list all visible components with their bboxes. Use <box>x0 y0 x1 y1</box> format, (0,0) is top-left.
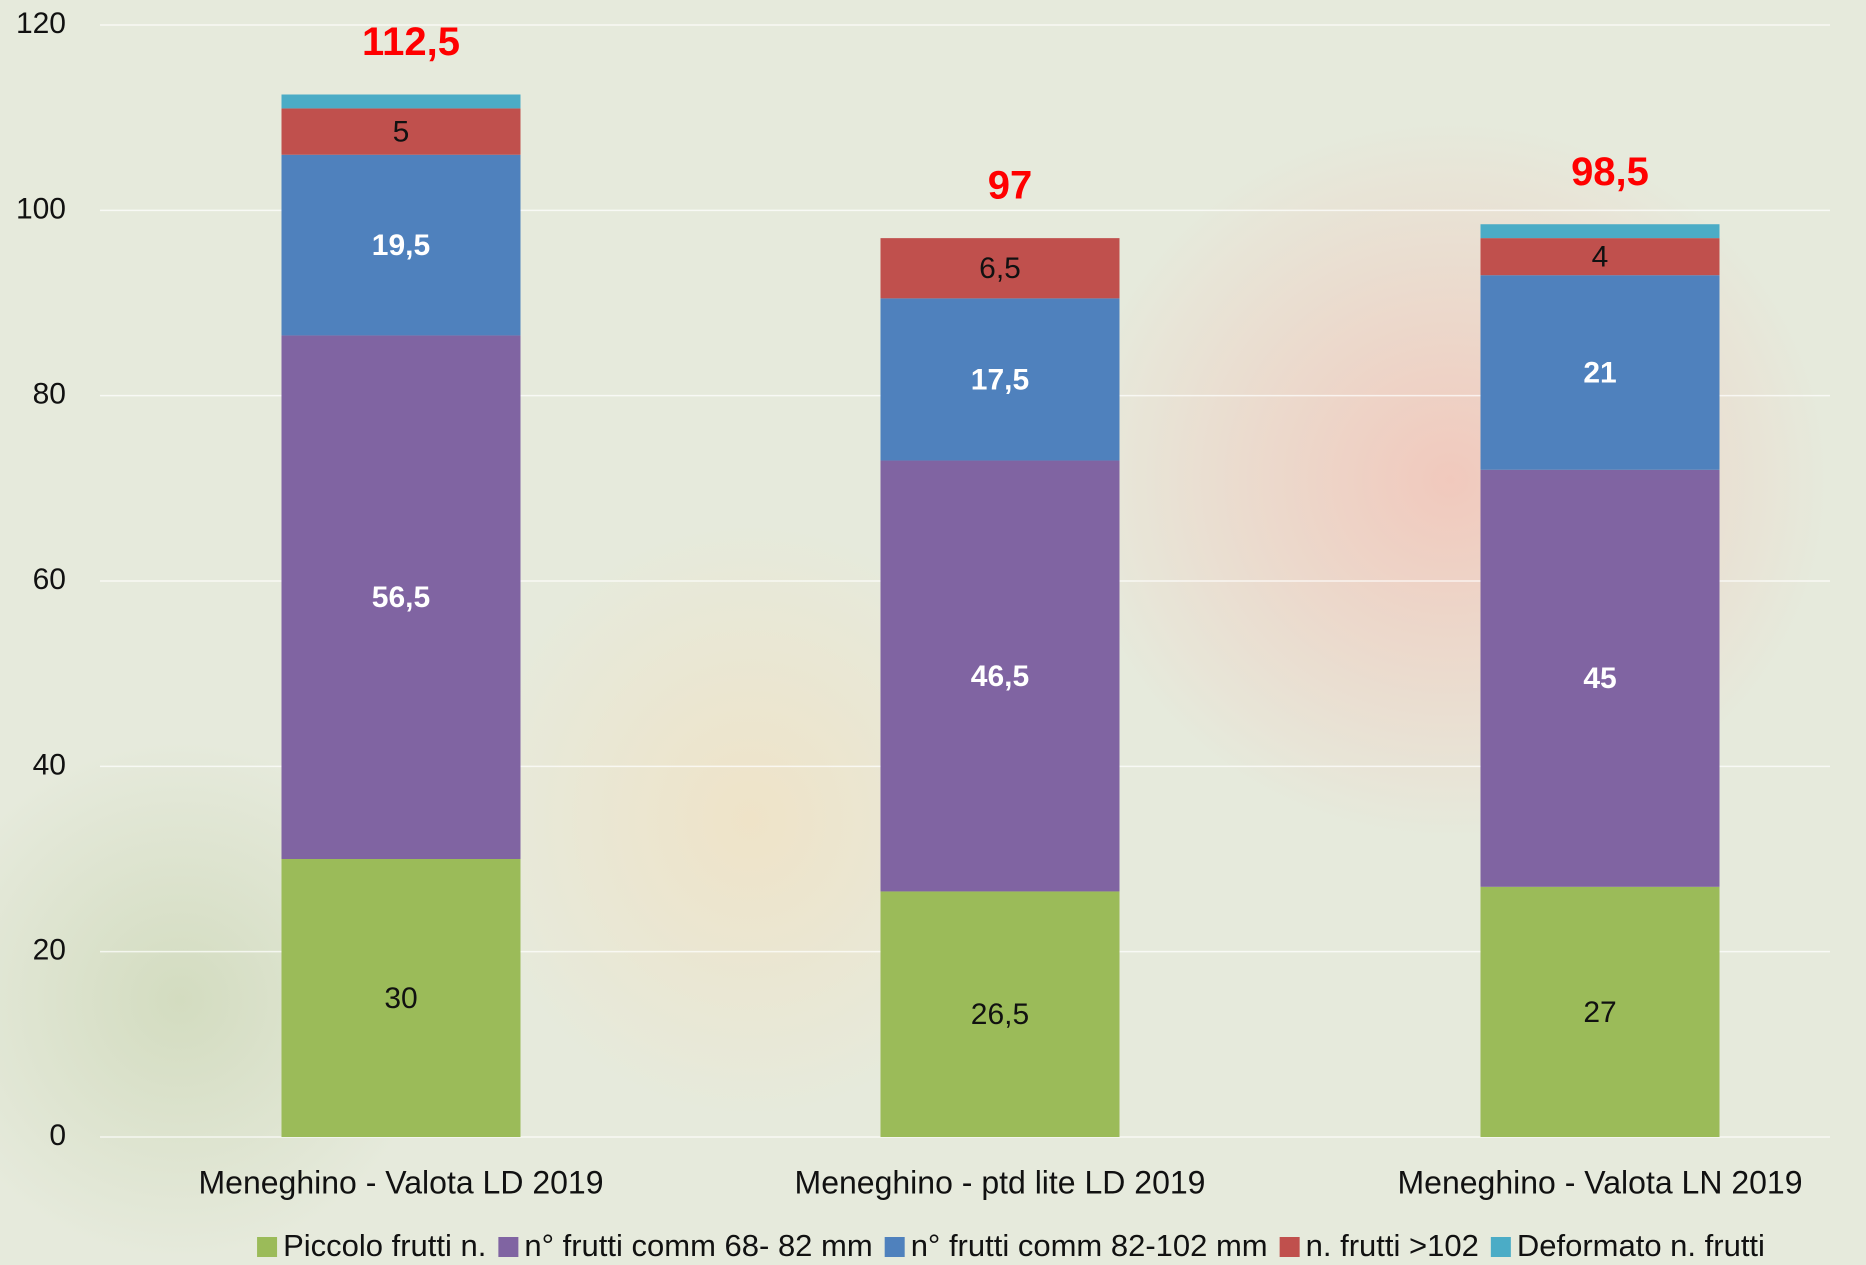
bar-segment <box>281 335 521 859</box>
y-tick-label: 0 <box>49 1119 66 1152</box>
y-tick-label: 20 <box>33 934 66 967</box>
bar-segment <box>880 298 1120 461</box>
data-label: 5 <box>393 115 410 148</box>
legend-swatch <box>1279 1237 1300 1257</box>
legend-label: Piccolo frutti n. <box>283 1228 486 1263</box>
bars <box>281 94 1720 1137</box>
data-label: 45 <box>1583 662 1616 695</box>
data-label: 56,5 <box>372 581 430 614</box>
total-label: 97 <box>988 164 1033 208</box>
x-tick-label: Meneghino - Valota LD 2019 <box>198 1164 603 1200</box>
y-tick-label: 100 <box>16 192 66 225</box>
bar-segment <box>281 108 521 155</box>
bar-segment <box>1480 886 1720 1137</box>
legend-item: n° frutti comm 68- 82 mm <box>498 1228 873 1263</box>
data-label: 17,5 <box>971 363 1029 396</box>
data-label: 30 <box>384 982 417 1015</box>
legend-label: n° frutti comm 68- 82 mm <box>524 1228 872 1263</box>
legend-item: Piccolo frutti n. <box>257 1228 486 1263</box>
bar-segment <box>880 238 1120 299</box>
x-tick-label: Meneghino - ptd lite LD 2019 <box>795 1164 1206 1200</box>
labels: Meneghino - Valota LD 2019 30 56,5 19,5 5 112… <box>198 20 1802 1200</box>
bar-segment <box>281 859 521 1137</box>
data-label: 46,5 <box>971 660 1029 693</box>
bar-segment <box>880 460 1120 892</box>
y-tick-label: 120 <box>16 7 66 40</box>
bar-segment <box>1480 275 1720 470</box>
bar-segment <box>281 94 521 109</box>
bar-segment <box>880 891 1120 1137</box>
bar-segment <box>281 154 521 336</box>
legend: Piccolo frutti n. n° frutti comm 68- 82 m… <box>257 1228 1765 1263</box>
legend-label: n° frutti comm 82-102 mm <box>911 1228 1268 1263</box>
legend-swatch <box>1490 1237 1511 1257</box>
data-label: 6,5 <box>979 252 1021 285</box>
data-label: 21 <box>1583 356 1616 389</box>
bar-segment <box>1480 224 1720 239</box>
data-label: 26,5 <box>971 998 1029 1031</box>
legend-swatch <box>884 1237 905 1257</box>
bar-segment <box>1480 469 1720 887</box>
y-tick-label: 60 <box>33 563 66 596</box>
bar-segment <box>1480 238 1720 276</box>
legend-item: n. frutti >102 <box>1279 1228 1479 1263</box>
legend-label: Deformato n. frutti <box>1517 1228 1765 1263</box>
legend-swatch <box>498 1237 519 1257</box>
y-tick-label: 40 <box>33 748 66 781</box>
data-label: 19,5 <box>372 229 430 262</box>
legend-swatch <box>257 1237 278 1257</box>
total-label: 98,5 <box>1571 150 1649 194</box>
legend-item: n° frutti comm 82-102 mm <box>884 1228 1268 1263</box>
legend-label: n. frutti >102 <box>1306 1228 1479 1263</box>
x-tick-label: Meneghino - Valota LN 2019 <box>1397 1164 1802 1200</box>
data-label: 4 <box>1592 241 1609 274</box>
data-label: 27 <box>1583 996 1616 1029</box>
legend-item: Deformato n. frutti <box>1490 1228 1765 1263</box>
total-label: 112,5 <box>362 20 460 64</box>
y-tick-label: 80 <box>33 378 66 411</box>
